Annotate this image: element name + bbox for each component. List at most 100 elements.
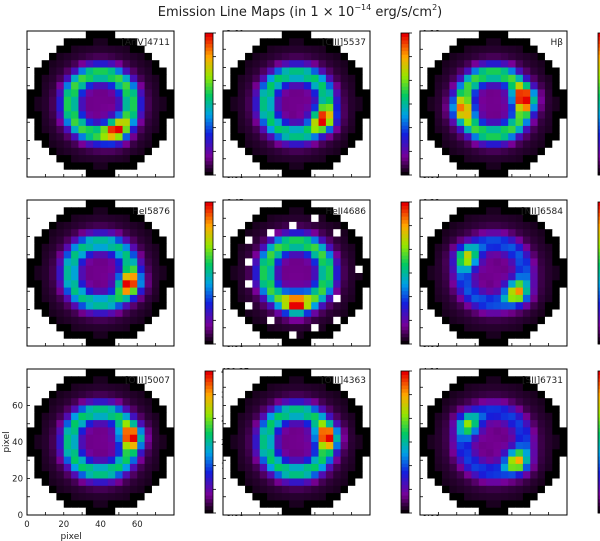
heatmap-cell: [281, 478, 290, 487]
heatmap-cell: [151, 200, 160, 208]
heatmap-cell: [245, 369, 253, 377]
heatmap-cell: [318, 405, 327, 414]
heatmap-cell: [362, 82, 371, 90]
heatmap-cell: [522, 258, 531, 267]
heatmap-cell: [340, 96, 349, 105]
heatmap-cell: [71, 294, 79, 303]
heatmap-cell: [296, 38, 305, 46]
heatmap-cell: [333, 463, 341, 472]
heatmap-cell: [237, 427, 246, 436]
heatmap-cell: [151, 280, 160, 288]
heatmap-cell: [449, 140, 458, 149]
heatmap-cell: [552, 82, 561, 90]
heatmap-cell: [434, 207, 443, 215]
heatmap-cell: [34, 427, 43, 436]
heatmap-cell: [347, 243, 356, 252]
heatmap-cell: [289, 442, 297, 450]
heatmap-cell: [427, 207, 436, 215]
heatmap-cell: [515, 96, 524, 105]
heatmap-cell: [281, 147, 290, 156]
heatmap-cell: [303, 140, 312, 149]
heatmap-cell: [230, 96, 239, 105]
colorbar-segment: [598, 280, 600, 285]
heatmap-cell: [237, 273, 246, 281]
heatmap-cell: [434, 420, 443, 428]
heatmap-cell: [449, 265, 458, 274]
heatmap-cell: [78, 251, 87, 259]
heatmap-cell: [274, 405, 283, 414]
heatmap-cell: [129, 471, 138, 479]
heatmap-cell: [71, 140, 79, 149]
heatmap-cell: [107, 376, 116, 384]
heatmap-cell: [151, 442, 160, 450]
heatmap-cell: [281, 162, 290, 171]
heatmap-cell: [93, 493, 101, 501]
heatmap-cell: [78, 125, 87, 134]
heatmap-cell: [442, 338, 450, 347]
heatmap-cell: [559, 442, 568, 450]
heatmap-cell: [159, 449, 168, 457]
heatmap-cell: [325, 294, 334, 303]
heatmap-cell: [107, 456, 116, 465]
heatmap-cell: [296, 221, 305, 230]
heatmap-cell: [515, 471, 524, 479]
heatmap-cell: [434, 273, 443, 281]
heatmap-cell: [237, 31, 246, 39]
heatmap-cell: [122, 302, 131, 310]
heatmap-cell: [144, 398, 153, 406]
heatmap-cell: [325, 449, 334, 457]
heatmap-cell: [530, 200, 538, 208]
colorbar-segment: [401, 114, 409, 119]
heatmap-cell: [552, 133, 561, 141]
heatmap-cell: [267, 324, 275, 332]
heatmap-cell: [318, 500, 327, 509]
heatmap-cell: [85, 331, 94, 340]
heatmap-cell: [237, 398, 246, 406]
heatmap-cell: [49, 309, 57, 318]
heatmap-cell: [449, 118, 458, 127]
heatmap-cell: [318, 111, 327, 119]
heatmap-cell: [151, 251, 160, 259]
heatmap-cell: [325, 125, 334, 134]
heatmap-cell: [296, 449, 305, 457]
heatmap-cell: [56, 478, 65, 487]
heatmap-cell: [63, 449, 72, 457]
heatmap-cell: [237, 434, 246, 443]
heatmap-cell: [340, 449, 349, 457]
heatmap-cell: [115, 155, 123, 163]
heatmap-cell: [259, 258, 268, 267]
heatmap-cell: [318, 38, 327, 46]
heatmap-cell: [347, 405, 356, 414]
heatmap-cell: [325, 412, 334, 421]
heatmap-cell: [559, 273, 568, 281]
heatmap-cell: [303, 427, 312, 436]
heatmap-cell: [442, 162, 450, 171]
heatmap-cell: [144, 221, 153, 230]
heatmap-cell: [289, 52, 297, 61]
heatmap-cell: [230, 67, 239, 76]
heatmap-cell: [151, 82, 160, 90]
heatmap-cell: [478, 302, 487, 310]
heatmap-cell: [100, 398, 109, 406]
heatmap-cell: [333, 258, 341, 267]
heatmap-cell: [100, 302, 109, 310]
heatmap-cell: [318, 147, 327, 156]
heatmap-cell: [245, 265, 253, 274]
heatmap-cell: [347, 221, 356, 230]
heatmap-cell: [137, 251, 145, 259]
heatmap-cell: [303, 82, 312, 90]
heatmap-cell: [274, 74, 283, 83]
heatmap-cell: [159, 294, 168, 303]
heatmap-cell: [122, 507, 131, 516]
heatmap-cell: [442, 243, 450, 252]
heatmap-cell: [166, 471, 175, 479]
heatmap-cell: [362, 155, 371, 163]
heatmap-cell: [144, 229, 153, 237]
heatmap-cell: [115, 133, 123, 141]
heatmap-cell: [434, 398, 443, 406]
heatmap-cell: [56, 442, 65, 450]
colorbar-segment: [598, 276, 600, 281]
heatmap-cell: [85, 45, 94, 54]
heatmap-cell: [522, 398, 531, 406]
heatmap-cell: [71, 280, 79, 288]
